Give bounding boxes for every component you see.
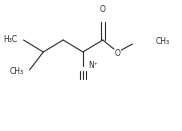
Text: O: O: [100, 5, 106, 14]
Text: CH₃: CH₃: [9, 67, 23, 77]
Text: H₃C: H₃C: [3, 36, 18, 45]
Text: N⁺: N⁺: [88, 61, 98, 70]
Text: O: O: [115, 50, 120, 59]
Text: CH₃: CH₃: [155, 37, 169, 45]
